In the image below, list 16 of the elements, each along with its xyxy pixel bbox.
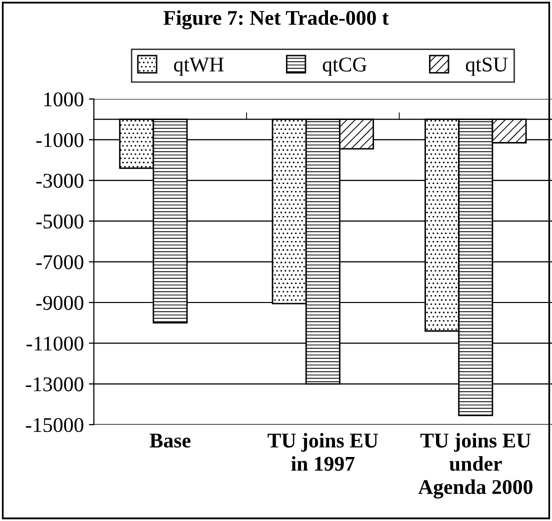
y-tick-label: -11000 (26, 336, 84, 351)
x-tick-label: Base (150, 434, 190, 448)
y-tick-label: -9000 (36, 296, 84, 310)
legend-label: qtCG (322, 58, 367, 76)
y-tick-label: -15000 (26, 418, 84, 432)
y-tick-label: -7000 (36, 255, 84, 270)
x-tick-label: TU joins EU in 1997 (268, 432, 378, 471)
y-tick-label: -5000 (36, 214, 84, 229)
x-tick-label: TU joins EU under Agenda 2000 (418, 432, 532, 498)
y-tick-label: 1000 (44, 92, 84, 106)
legend-label: qtSU (466, 58, 508, 76)
legend-label: qtWH (174, 58, 224, 76)
y-tick-label: -13000 (26, 377, 84, 392)
y-tick-label: -3000 (36, 174, 84, 188)
y-tick-label: -1000 (36, 133, 84, 148)
chart-title: Figure 7: Net Trade-000 t (164, 10, 389, 30)
